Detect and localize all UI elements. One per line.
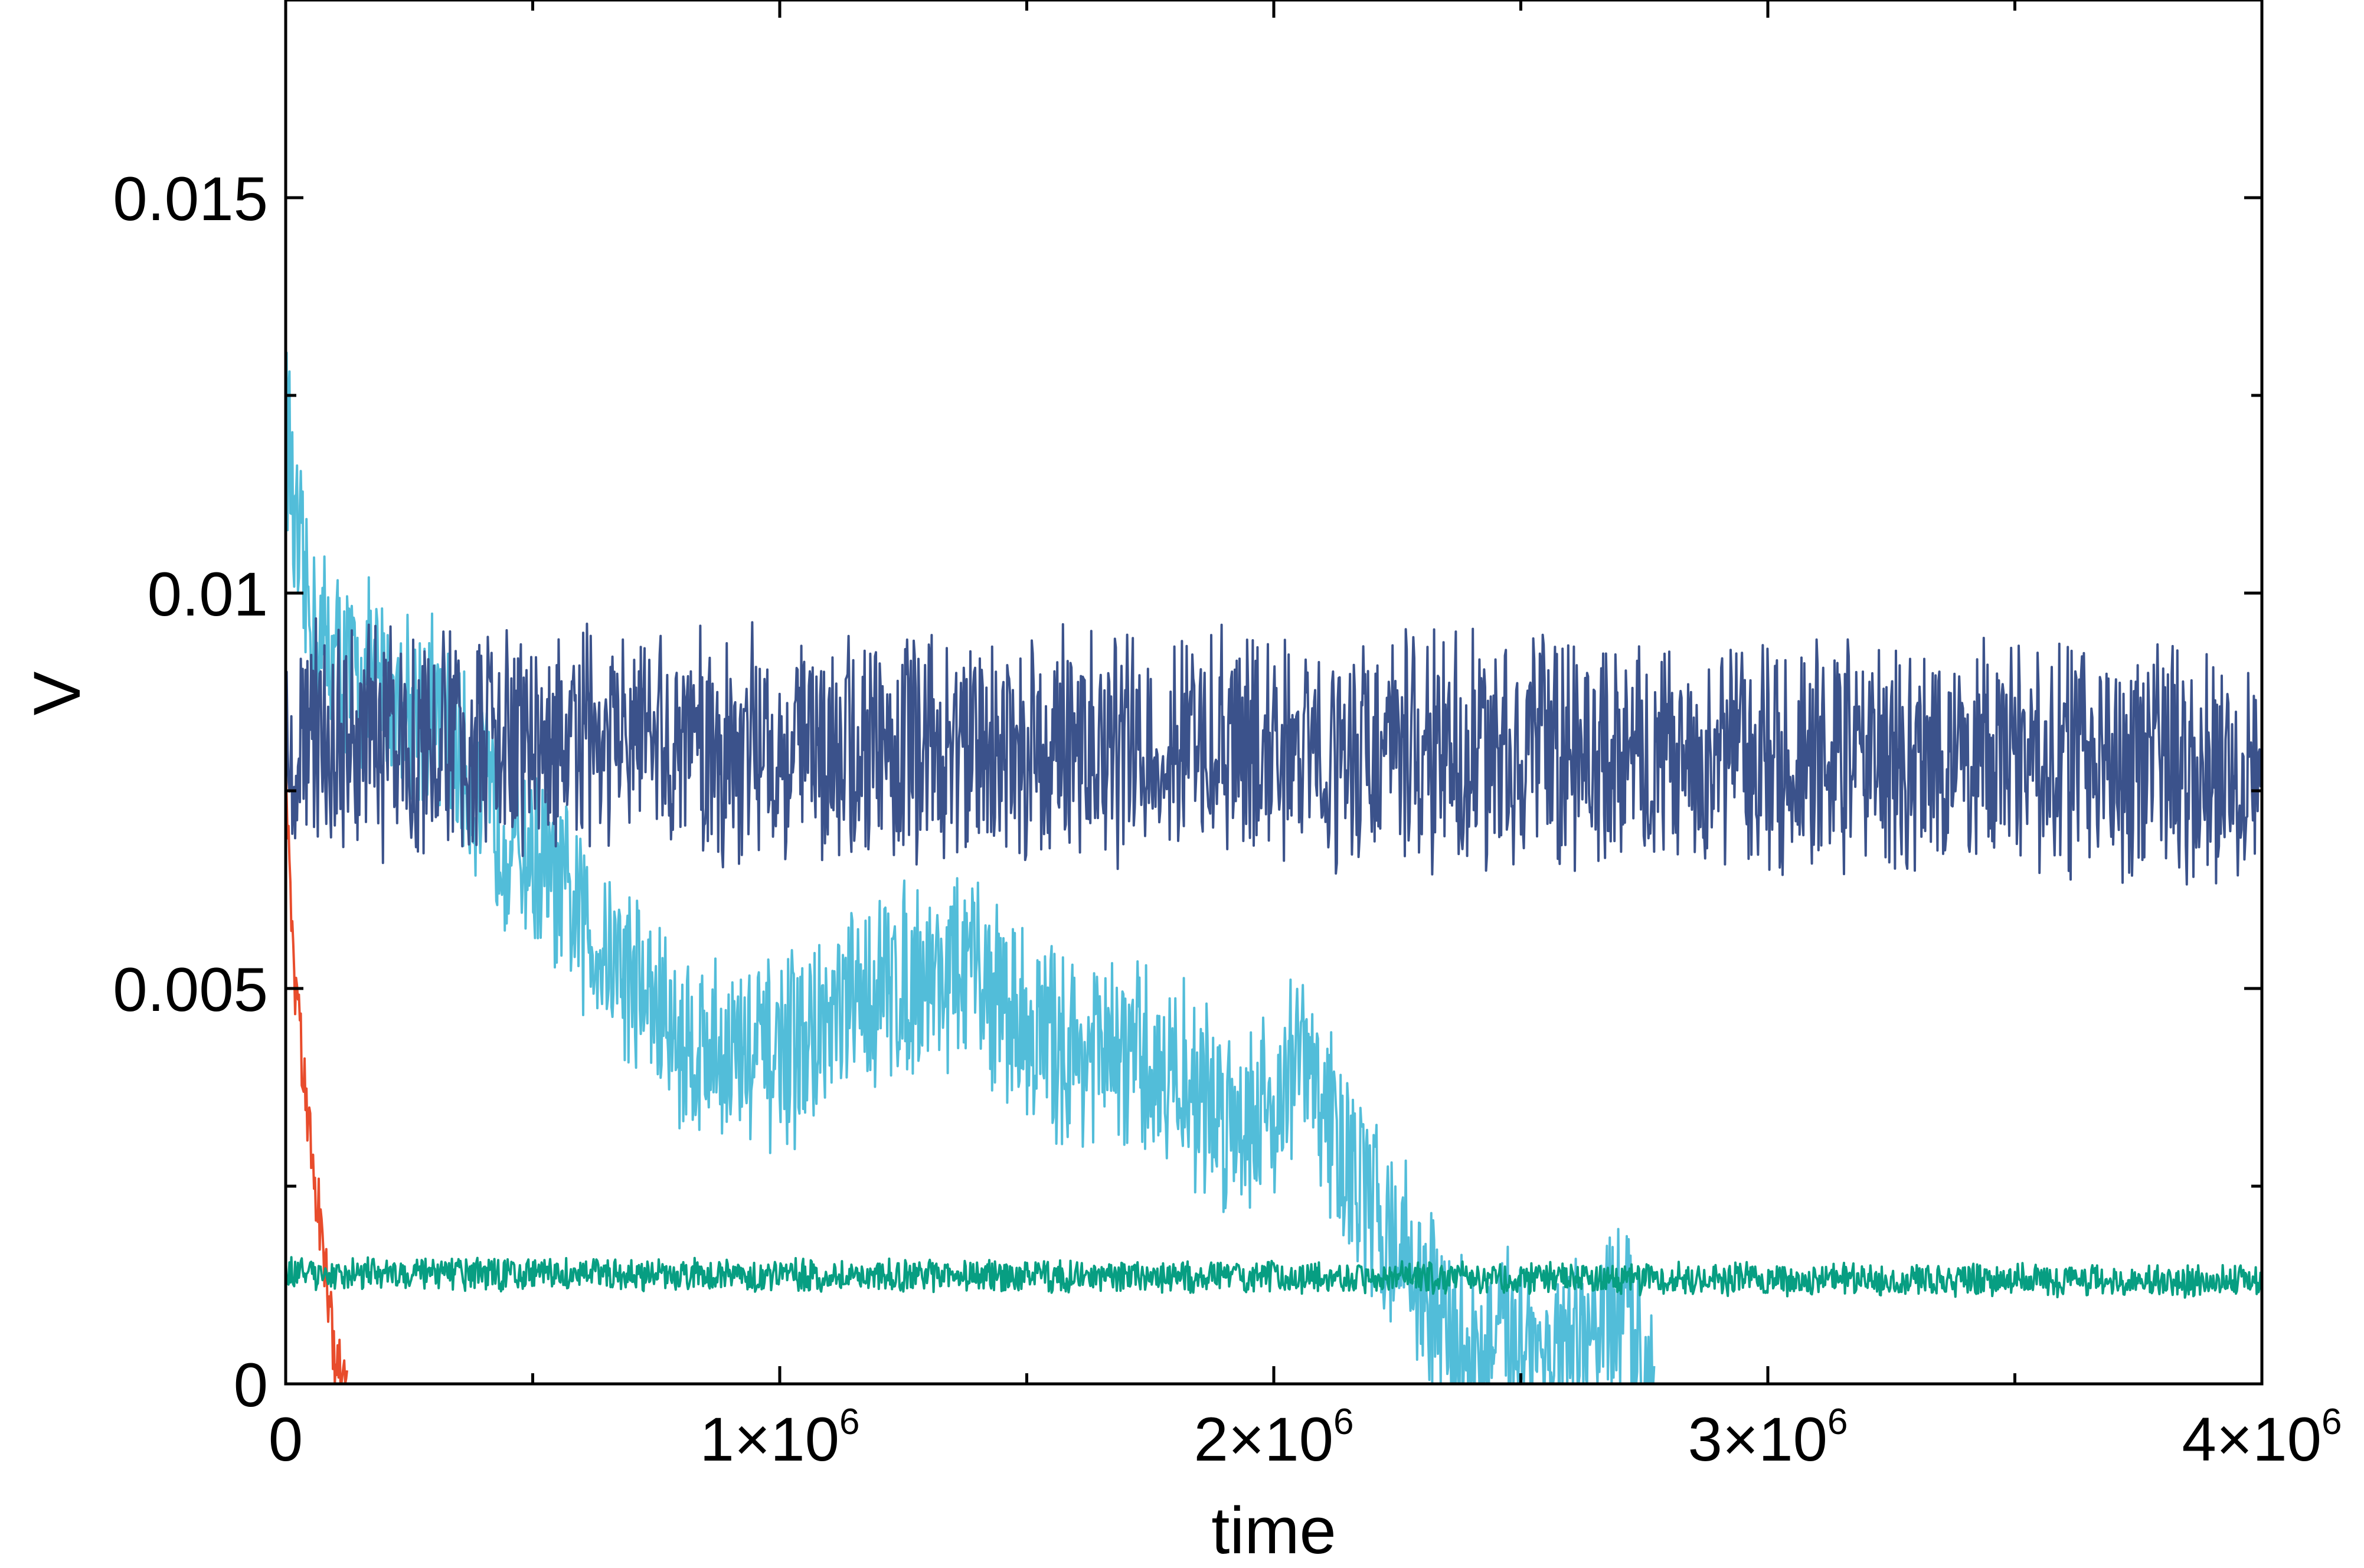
x-tick-label-3: 3×106	[1688, 1402, 1848, 1474]
x-axis-label: time	[1211, 1494, 1336, 1567]
y-tick-label-3: 0.015	[113, 165, 268, 234]
x-tick-label-4: 4×106	[2182, 1402, 2342, 1474]
x-tick-label-2: 2×106	[1194, 1402, 1354, 1474]
series-layer	[286, 351, 2262, 1384]
tick-label-layer: 0 1×106 2×106 3×106 4×106 0 0.005 0.01 0.015	[113, 165, 2342, 1474]
y-tick-label-1: 0.005	[113, 955, 268, 1024]
series-line-3	[286, 1256, 2262, 1299]
series-line-2	[286, 770, 348, 1384]
tick-layer	[284, 0, 2264, 1386]
x-tick-label-0: 0	[269, 1405, 303, 1474]
x-tick-label-1: 1×106	[700, 1402, 860, 1474]
y-axis-label: V	[20, 671, 94, 715]
series-line-1	[286, 617, 2262, 886]
y-tick-label-0: 0	[234, 1351, 268, 1420]
y-tick-label-2: 0.01	[148, 560, 268, 629]
